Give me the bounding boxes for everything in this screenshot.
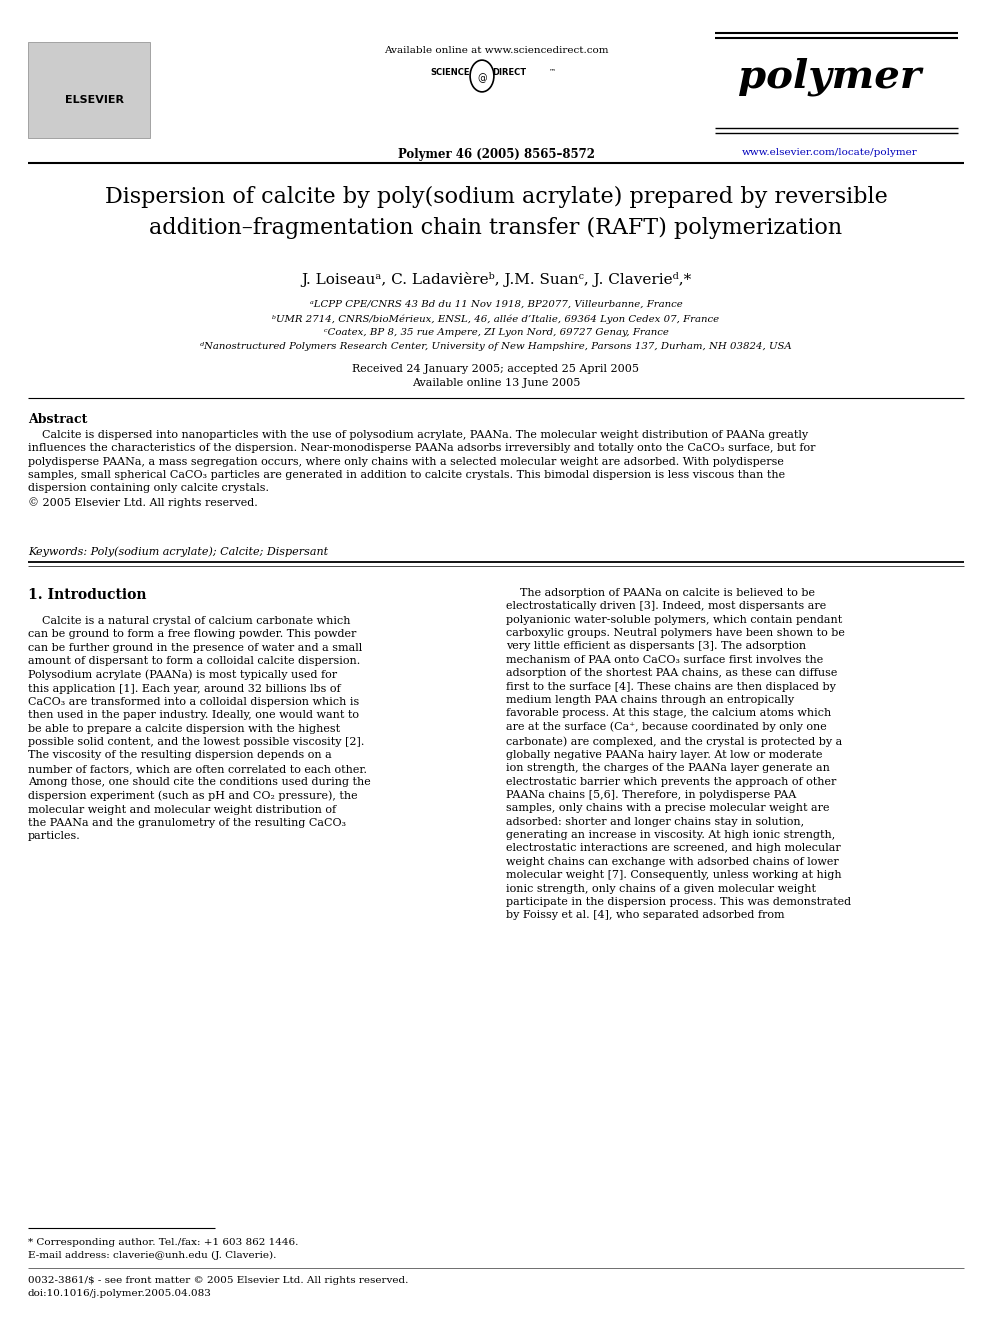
Text: doi:10.1016/j.polymer.2005.04.083: doi:10.1016/j.polymer.2005.04.083	[28, 1289, 212, 1298]
Text: J. Loiseauᵃ, C. Ladavièreᵇ, J.M. Suanᶜ, J. Claverieᵈ,*: J. Loiseauᵃ, C. Ladavièreᵇ, J.M. Suanᶜ, …	[301, 273, 691, 287]
Text: 1. Introduction: 1. Introduction	[28, 587, 147, 602]
Text: @: @	[477, 73, 487, 83]
Text: Calcite is dispersed into nanoparticles with the use of polysodium acrylate, PAA: Calcite is dispersed into nanoparticles …	[28, 430, 815, 508]
Text: ᵃLCPP CPE/CNRS 43 Bd du 11 Nov 1918, BP2077, Villeurbanne, France: ᵃLCPP CPE/CNRS 43 Bd du 11 Nov 1918, BP2…	[310, 300, 682, 310]
Text: The adsorption of PAANa on calcite is believed to be
electrostatically driven [3: The adsorption of PAANa on calcite is be…	[506, 587, 851, 921]
Text: Available online at www.sciencedirect.com: Available online at www.sciencedirect.co…	[384, 46, 608, 56]
FancyBboxPatch shape	[28, 42, 150, 138]
Text: Keywords: Poly(sodium acrylate); Calcite; Dispersant: Keywords: Poly(sodium acrylate); Calcite…	[28, 546, 328, 557]
Text: * Corresponding author. Tel./fax: +1 603 862 1446.: * Corresponding author. Tel./fax: +1 603…	[28, 1238, 299, 1248]
Text: Polymer 46 (2005) 8565–8572: Polymer 46 (2005) 8565–8572	[398, 148, 594, 161]
Text: SCIENCE: SCIENCE	[430, 67, 469, 77]
Text: DIRECT: DIRECT	[492, 67, 526, 77]
Text: ᶜCoatex, BP 8, 35 rue Ampere, ZI Lyon Nord, 69727 Genay, France: ᶜCoatex, BP 8, 35 rue Ampere, ZI Lyon No…	[323, 328, 669, 337]
Text: ᵇUMR 2714, CNRS/bioMérieux, ENSL, 46, allée d’Italie, 69364 Lyon Cedex 07, Franc: ᵇUMR 2714, CNRS/bioMérieux, ENSL, 46, al…	[273, 314, 719, 324]
Text: ™: ™	[549, 67, 556, 74]
Text: ᵈNanostructured Polymers Research Center, University of New Hampshire, Parsons 1: ᵈNanostructured Polymers Research Center…	[200, 343, 792, 351]
Text: polymer: polymer	[738, 58, 922, 97]
Text: Abstract: Abstract	[28, 413, 87, 426]
Text: www.elsevier.com/locate/polymer: www.elsevier.com/locate/polymer	[742, 148, 918, 157]
Text: Received 24 January 2005; accepted 25 April 2005: Received 24 January 2005; accepted 25 Ap…	[352, 364, 640, 374]
Text: ELSEVIER: ELSEVIER	[65, 95, 125, 105]
Text: 0032-3861/$ - see front matter © 2005 Elsevier Ltd. All rights reserved.: 0032-3861/$ - see front matter © 2005 El…	[28, 1275, 409, 1285]
Text: E-mail address: claverie@unh.edu (J. Claverie).: E-mail address: claverie@unh.edu (J. Cla…	[28, 1252, 277, 1259]
Text: Calcite is a natural crystal of calcium carbonate which
can be ground to form a : Calcite is a natural crystal of calcium …	[28, 617, 371, 841]
Text: Dispersion of calcite by poly(sodium acrylate) prepared by reversible
addition–f: Dispersion of calcite by poly(sodium acr…	[104, 187, 888, 238]
Text: Available online 13 June 2005: Available online 13 June 2005	[412, 378, 580, 388]
